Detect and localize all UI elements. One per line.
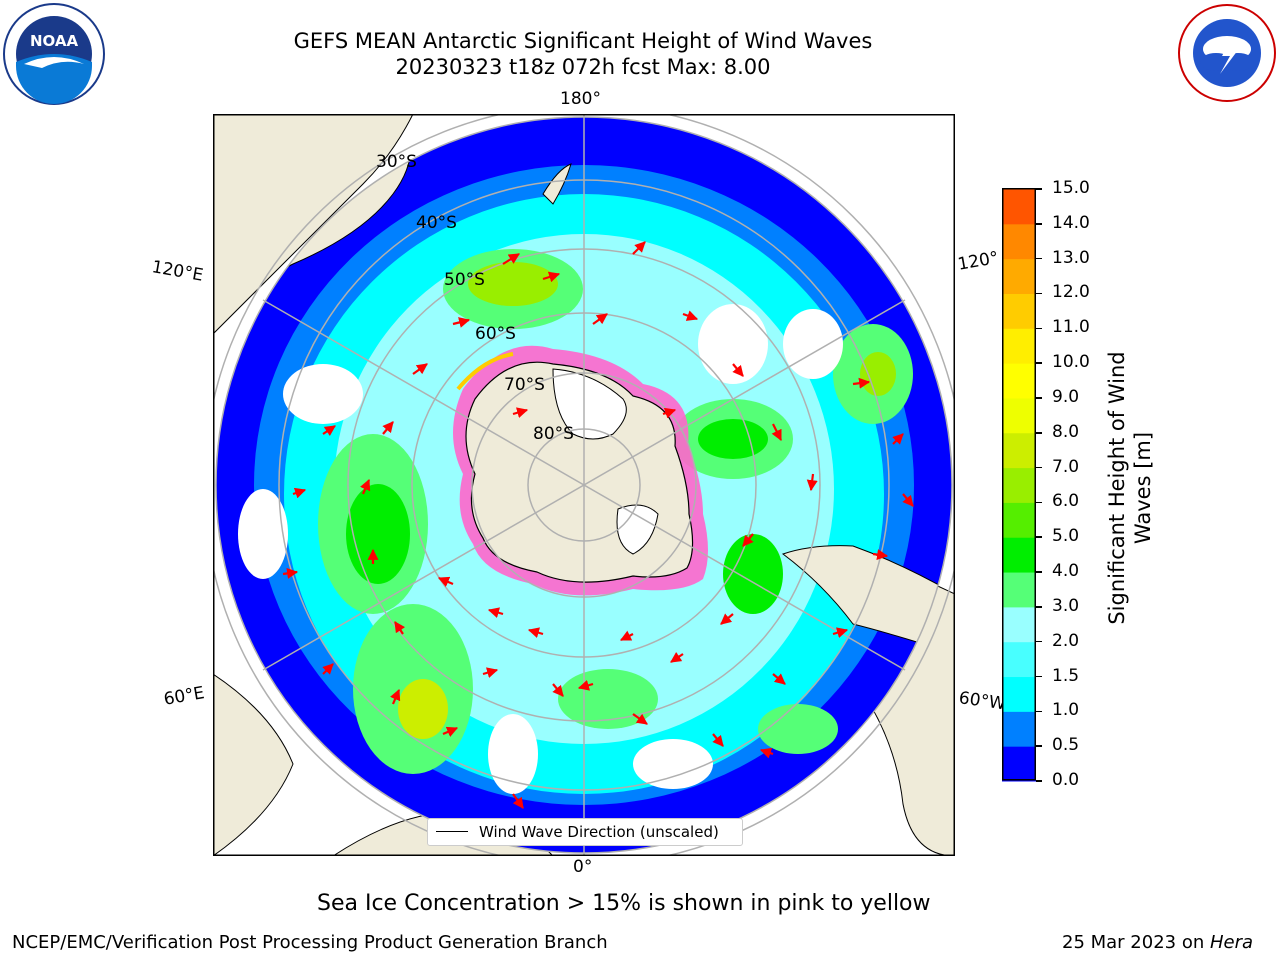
colorbar-tick-mark [1036,223,1042,225]
colorbar-tick-mark [1036,675,1042,678]
graticule [213,114,955,856]
colorbar-tick-label: 1.5 [1052,665,1080,686]
colorbar-tick-label: 0.0 [1052,770,1080,790]
new-zealand-land [542,163,572,205]
polar-wave-map [213,114,955,856]
colorbar-tick-mark [1036,745,1042,747]
lat-label-60s: 60°S [475,324,516,344]
colorbar-tick-label: 0.5 [1052,735,1080,756]
nws-logo [1178,4,1276,102]
colorbar-tick-label: 10.0 [1052,352,1090,373]
wind-wave-arrows [282,241,914,809]
lon-label-left-lower: 60°E [162,683,206,710]
colorbar-label-line2: Waves [m] [1131,431,1155,545]
colorbar-band [1002,502,1036,538]
colorbar-band [1002,363,1036,399]
lon-label-bottom: 0° [573,857,593,877]
colorbar-tick-mark [1036,536,1042,538]
colorbar-band [1002,432,1036,469]
colorbar-label-line1: Significant Height of Wind [1105,351,1129,625]
colorbar-tick-label: 5.0 [1052,526,1080,547]
footer-left: NCEP/EMC/Verification Post Processing Pr… [12,932,608,953]
lat-label-30s: 30°S [376,152,417,172]
legend-line-swatch [436,831,468,832]
colorbar-label: Significant Height of Wind Waves [m] [1104,338,1156,638]
colorbar-tick-label: 11.0 [1052,317,1090,338]
colorbar-band [1002,397,1036,434]
colorbar-band [1002,467,1036,503]
colorbar-tick-mark [1036,710,1042,713]
colorbar-tick-mark [1036,188,1042,190]
colorbar-band [1002,641,1036,678]
colorbar-tick-label: 15.0 [1052,178,1090,198]
colorbar-tick-mark [1036,501,1042,504]
colorbar-tick-label: 9.0 [1052,386,1080,407]
colorbar-tick-label: 3.0 [1052,595,1080,616]
colorbar-tick-label: 2.0 [1052,630,1080,651]
colorbar-tick-mark [1036,466,1042,469]
colorbar-band [1002,258,1036,294]
legend-label: Wind Wave Direction (unscaled) [479,823,719,841]
colorbar-tick-mark [1036,292,1042,295]
colorbar-tick-mark [1036,327,1042,330]
lat-label-50s: 50°S [444,270,485,290]
lon-label-right-lower: 60°W [957,688,1007,715]
colorbar-band [1002,189,1036,225]
arrow-legend: Wind Wave Direction (unscaled) [427,818,743,846]
colorbar-tick-mark [1036,640,1042,643]
lon-label-top: 180° [560,89,601,109]
colorbar-tick-label: 13.0 [1052,247,1090,268]
colorbar [1002,188,1036,782]
noaa-logo: NOAA [3,3,105,105]
lat-label-80s: 80°S [533,424,574,444]
footer-date: 25 Mar 2023 on [1062,932,1210,953]
colorbar-band [1002,676,1036,712]
colorbar-tick-label: 14.0 [1052,212,1090,233]
colorbar-band [1002,223,1036,260]
colorbar-tick-mark [1036,257,1042,260]
colorbar-band [1002,746,1036,782]
chart-title: GEFS MEAN Antarctic Significant Height o… [293,29,873,53]
colorbar-band [1002,711,1036,747]
footer-host: Hera [1209,932,1254,953]
colorbar-band [1002,537,1036,573]
sea-ice-note: Sea Ice Concentration > 15% is shown in … [317,891,931,916]
colorbar-tick-mark [1036,571,1042,573]
colorbar-tick-label: 4.0 [1052,561,1080,582]
colorbar-band [1002,328,1036,364]
colorbar-tick-mark [1036,432,1042,434]
colorbar-tick-label: 1.0 [1052,700,1080,721]
colorbar-tick-mark [1036,780,1042,782]
colorbar-band [1002,606,1036,643]
colorbar-tick-label: 12.0 [1052,282,1090,303]
colorbar-tick-mark [1036,397,1042,399]
noaa-logo-text: NOAA [30,32,79,50]
colorbar-tick-label: 6.0 [1052,491,1080,512]
footer-right: 25 Mar 2023 on Hera [1062,932,1253,953]
colorbar-tick-label: 8.0 [1052,421,1080,442]
lat-label-70s: 70°S [504,375,545,395]
lon-label-left-upper: 120°E [150,257,205,286]
chart-subtitle: 20230323 t18z 072h fcst Max: 8.00 [395,55,771,79]
colorbar-tick-mark [1036,362,1042,364]
lon-label-right-upper: 120° [956,248,1001,275]
colorbar-band [1002,572,1036,608]
colorbar-tick-label: 7.0 [1052,456,1080,477]
colorbar-tick-mark [1036,606,1042,608]
colorbar-band [1002,293,1036,329]
map-frame [213,114,955,856]
lat-label-40s: 40°S [416,213,457,233]
